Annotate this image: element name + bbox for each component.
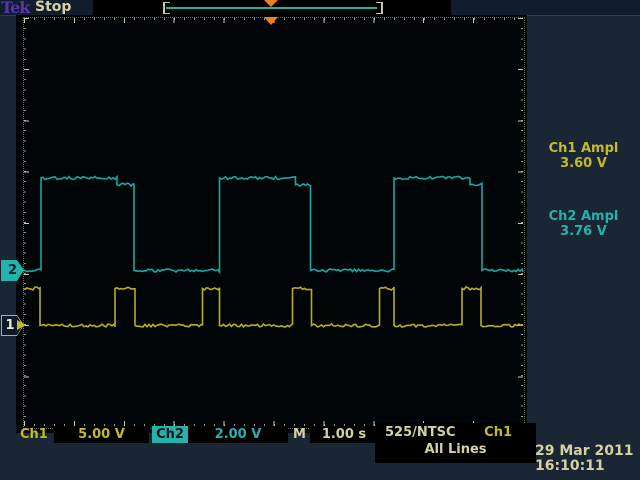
video-trigger-line1: 525/NTSC Ch1 <box>375 423 536 441</box>
time-text: 16:10:11 <box>535 458 605 474</box>
ch2-scale-readout: 2.00 V <box>188 426 288 443</box>
ch2-readout-label: Ch2 <box>152 426 188 443</box>
datetime-readout: 29 Mar 2011 16:10:11 <box>535 444 639 474</box>
video-standard: 525/NTSC <box>385 425 456 440</box>
record-view-left-bracket-icon <box>163 2 170 14</box>
record-view-bar <box>93 0 451 16</box>
measurement-value: 3.60 V <box>560 156 607 171</box>
measurement-ch2-ampl: Ch2 Ampl 3.76 V <box>527 209 640 239</box>
measurement-label: Ch1 Ampl <box>548 141 619 156</box>
ch1-ground-arrow-icon <box>17 320 26 330</box>
measurement-value: 3.76 V <box>560 224 607 239</box>
ch1-readout-label: Ch1 <box>20 427 48 442</box>
ch1-scale-readout: 5.00 V <box>54 426 149 443</box>
record-view-waveform-line <box>166 7 377 9</box>
measurement-ch1-ampl: Ch1 Ampl 3.60 V <box>527 141 640 171</box>
video-trigger-readout: 525/NTSC Ch1 All Lines <box>375 423 536 463</box>
ch2-ground-marker-flag: 2 <box>1 260 24 281</box>
timebase-readout-label: M <box>293 427 306 442</box>
trigger-position-icon <box>264 0 278 7</box>
trigger-position-marker-icon <box>264 17 278 25</box>
measurement-label: Ch2 Ampl <box>548 209 619 224</box>
trigger-source: Ch1 <box>484 425 512 440</box>
acquisition-status: Stop <box>35 0 72 15</box>
video-trigger-mode: All Lines <box>424 442 487 457</box>
graticule-ticks-bottom-major <box>24 421 523 426</box>
timebase-scale-readout: 1.00 s <box>310 426 378 443</box>
graticule-ticks-right-major <box>518 18 523 426</box>
tek-logo: Tek <box>1 0 30 17</box>
record-view-right-bracket-icon <box>376 2 383 14</box>
waveform-screen <box>16 15 527 433</box>
ch2-waveform-trace <box>23 174 524 275</box>
ch1-waveform-trace <box>22 285 524 329</box>
date-text: 29 Mar 2011 <box>535 443 634 459</box>
graticule-ticks-left-major <box>24 18 29 426</box>
